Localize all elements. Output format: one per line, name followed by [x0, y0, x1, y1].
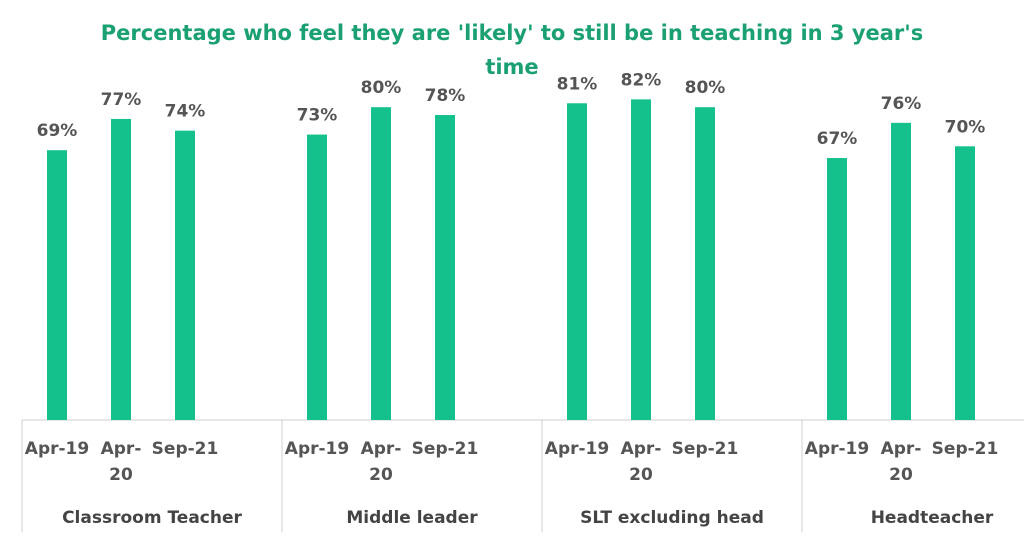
- bar: [111, 118, 131, 421]
- data-label: 80%: [685, 78, 726, 98]
- x-tick-label: Apr-19: [545, 439, 609, 459]
- data-label: 80%: [361, 78, 402, 98]
- x-tick-label: Apr-19: [285, 439, 349, 459]
- group-label: SLT excluding head: [580, 508, 764, 528]
- bar: [47, 150, 67, 420]
- group-label: Middle leader: [346, 508, 478, 528]
- x-tick-label: Apr-: [101, 439, 142, 459]
- data-label: 81%: [557, 74, 598, 94]
- x-tick-label: Apr-: [881, 439, 922, 459]
- bar: [567, 103, 587, 420]
- bar: [955, 146, 975, 421]
- chart-title: Percentage who feel they are 'likely' to…: [100, 21, 924, 79]
- x-tick-label: Apr-19: [805, 439, 869, 459]
- data-label: 76%: [881, 94, 922, 114]
- x-tick-label: 20: [889, 465, 913, 485]
- x-tick-label: Sep-21: [672, 439, 739, 459]
- data-label: 74%: [165, 102, 206, 122]
- bar: [435, 115, 455, 421]
- bar: [695, 107, 715, 420]
- bar: [371, 107, 391, 420]
- x-tick-label: Sep-21: [152, 439, 219, 459]
- group-label: Classroom Teacher: [62, 508, 242, 528]
- bar: [307, 134, 327, 420]
- x-tick-label: Sep-21: [932, 439, 999, 459]
- bar: [891, 122, 911, 420]
- x-tick-label: Apr-19: [25, 439, 89, 459]
- bar: [175, 130, 195, 420]
- data-label: 77%: [101, 90, 142, 110]
- x-tick-label: 20: [629, 465, 653, 485]
- data-label: 82%: [621, 70, 662, 90]
- x-tick-label: Apr-: [361, 439, 402, 459]
- data-label: 67%: [817, 129, 858, 149]
- bar: [827, 158, 847, 420]
- x-tick-label: 20: [369, 465, 393, 485]
- data-label: 69%: [37, 121, 78, 141]
- x-tick-label: Apr-: [621, 439, 662, 459]
- group-label: Headteacher: [871, 508, 994, 528]
- x-tick-label: Sep-21: [412, 439, 479, 459]
- data-label: 73%: [297, 106, 338, 126]
- bar: [631, 99, 651, 420]
- data-label: 78%: [425, 86, 466, 106]
- data-label: 70%: [945, 117, 986, 137]
- x-tick-label: 20: [109, 465, 133, 485]
